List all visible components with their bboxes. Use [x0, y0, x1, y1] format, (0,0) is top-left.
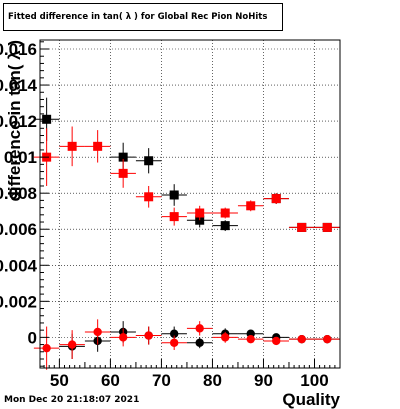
circle-marker: [169, 329, 179, 338]
y-tick-label: 0.012: [0, 112, 37, 131]
square-marker: [271, 194, 281, 204]
y-tick-label: 0.008: [0, 184, 37, 203]
tick-labels: 50 60 70 80 90 100 0 0.002 0.004 0.006 0.008 0.01 0.…: [0, 40, 329, 390]
square-marker: [144, 156, 154, 166]
circle-marker: [169, 338, 179, 347]
square-marker: [118, 168, 128, 178]
data-marks: [33, 97, 340, 370]
axis-ticks: [40, 41, 341, 368]
circle-marker: [195, 338, 204, 347]
x-tick-label: 70: [152, 371, 171, 390]
x-tick-label: 100: [300, 371, 328, 390]
circle-marker: [42, 343, 51, 353]
circle-marker: [118, 333, 128, 342]
circle-marker: [272, 336, 281, 346]
plot-frame: [39, 39, 341, 369]
square-marker: [220, 208, 230, 218]
square-marker: [322, 222, 332, 232]
square-marker: [220, 221, 230, 231]
x-tick-label: 90: [254, 371, 273, 390]
circle-marker: [144, 331, 153, 340]
circle-marker: [246, 334, 255, 344]
square-marker: [297, 222, 307, 232]
circle-marker: [67, 340, 77, 349]
circle-marker: [93, 327, 102, 337]
x-tick-label: 80: [203, 371, 222, 390]
circle-marker: [297, 334, 306, 344]
square-marker: [118, 152, 128, 162]
square-marker: [67, 141, 77, 151]
y-tick-label: 0.016: [0, 40, 37, 59]
chart-title: Fitted difference in tan( λ ) for Global…: [8, 12, 268, 22]
timestamp: Mon Dec 20 21:18:07 2021: [4, 395, 140, 405]
y-axis-title: difference in tan( λ ): [5, 40, 24, 202]
square-marker: [169, 212, 179, 222]
square-marker: [246, 201, 256, 211]
x-tick-label: 50: [50, 371, 69, 390]
y-tick-label: 0: [28, 328, 37, 347]
square-marker: [195, 208, 205, 218]
y-tick-label: 0.004: [0, 256, 38, 275]
y-tick-label: 0.01: [4, 148, 37, 167]
circle-marker: [195, 324, 204, 333]
series-1: [33, 126, 340, 232]
square-marker: [93, 141, 103, 151]
square-marker: [42, 114, 52, 124]
y-tick-label: 0.002: [0, 292, 37, 311]
x-tick-label: 60: [101, 371, 120, 390]
series-0: [33, 97, 340, 232]
x-axis-title: Quality: [282, 390, 340, 409]
series-3: [33, 319, 340, 370]
circle-marker: [221, 333, 230, 342]
square-marker: [169, 190, 179, 200]
y-tick-label: 0.014: [0, 76, 38, 95]
title-box: Fitted difference in tan( λ ) for Global…: [3, 3, 283, 31]
square-marker: [144, 192, 154, 202]
grid-lines: [40, 40, 340, 368]
circle-marker: [323, 334, 332, 344]
y-tick-label: 0.006: [0, 220, 37, 239]
